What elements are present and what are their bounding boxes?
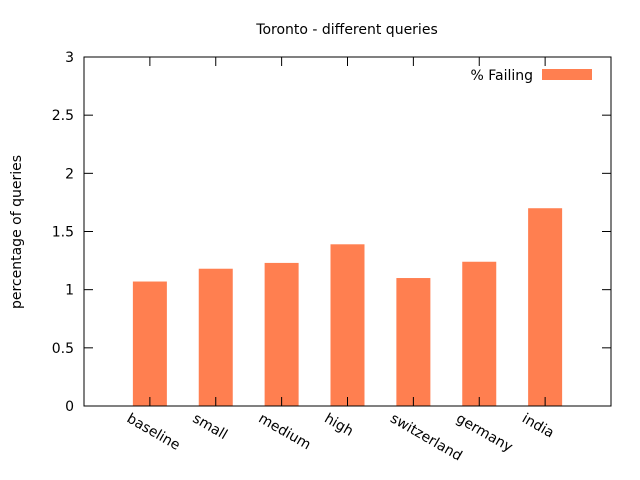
y-axis-label: percentage of queries (9, 155, 25, 309)
y-tick-label: 1 (65, 283, 74, 299)
bar-germany (462, 261, 497, 406)
x-tick-label-india: india (519, 411, 557, 442)
bar-switzerland (396, 278, 431, 406)
y-tick-label: 0.5 (52, 341, 74, 357)
x-tick-label-switzerland: switzerland (387, 411, 464, 465)
bar-small (198, 268, 233, 406)
x-tick-label-medium: medium (256, 411, 314, 454)
plot-border (83, 56, 612, 407)
bar-india (528, 208, 563, 406)
x-tick-label-small: small (190, 411, 230, 444)
y-tick-label: 2 (65, 166, 74, 182)
y-tick-label: 3 (65, 50, 74, 66)
y-ticks-group: 0 0.5 1 1.5 2 2.5 3 (52, 50, 611, 415)
x-tick-label-baseline: baseline (124, 411, 183, 454)
bar-high (330, 244, 365, 406)
legend-label: % Failing (470, 68, 533, 84)
bar-medium (264, 262, 299, 406)
y-tick-label: 0 (65, 399, 74, 415)
x-tick-label-high: high (322, 411, 356, 440)
bar-baseline (132, 281, 167, 406)
bars-group (132, 208, 563, 406)
legend: % Failing (470, 68, 592, 84)
y-tick-label: 1.5 (52, 225, 74, 241)
legend-swatch (542, 69, 592, 80)
y-tick-label: 2.5 (52, 108, 74, 124)
chart-title: Toronto - different queries (255, 22, 437, 38)
